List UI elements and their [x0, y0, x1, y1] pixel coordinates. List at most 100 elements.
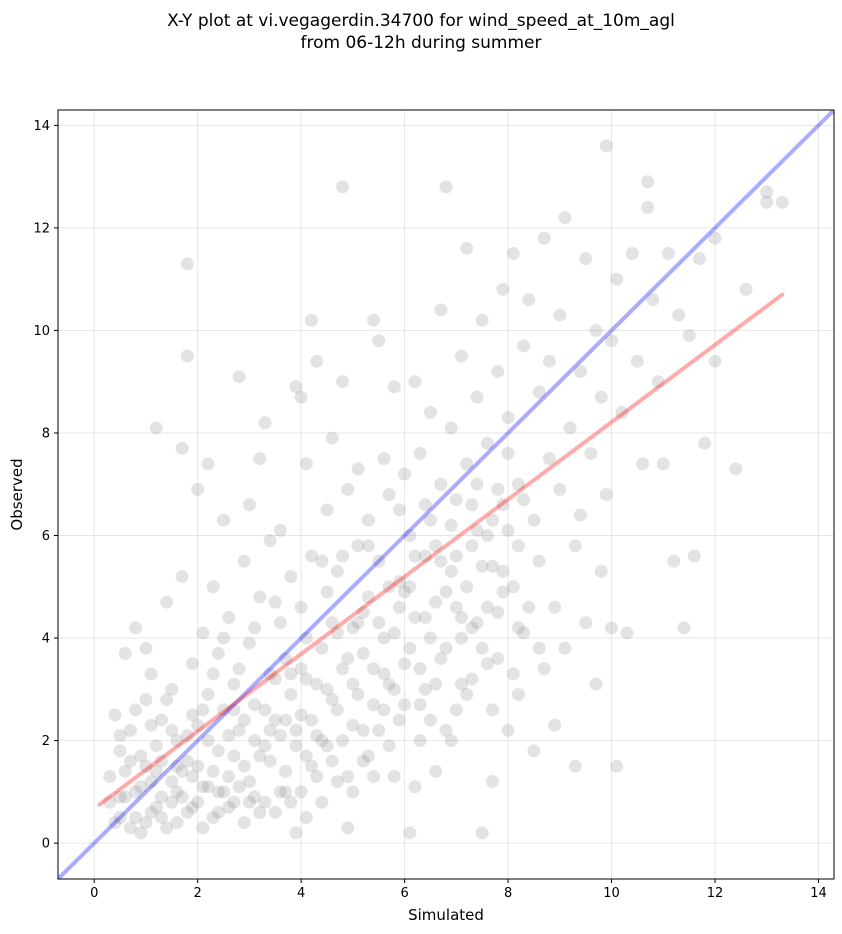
data-point — [346, 785, 360, 799]
data-point — [398, 585, 412, 599]
data-point — [227, 749, 241, 763]
data-point — [361, 513, 375, 527]
data-point — [403, 529, 417, 543]
data-point — [304, 759, 318, 773]
chart-subtitle: from 06-12h during summer — [300, 33, 542, 53]
data-point — [475, 313, 489, 327]
data-point — [175, 441, 189, 455]
data-point — [336, 180, 350, 194]
data-point — [599, 139, 613, 153]
data-point — [113, 790, 127, 804]
data-point — [180, 728, 194, 742]
data-point — [139, 759, 153, 773]
data-point — [336, 734, 350, 748]
data-point — [429, 539, 443, 553]
data-point — [180, 805, 194, 819]
data-point — [268, 805, 282, 819]
data-point — [455, 611, 469, 625]
x-tick-label: 4 — [297, 886, 305, 901]
data-point — [687, 549, 701, 563]
data-point — [620, 626, 634, 640]
data-point — [149, 739, 163, 753]
data-point — [775, 195, 789, 209]
data-point — [160, 693, 174, 707]
data-point — [258, 739, 272, 753]
data-point — [579, 616, 593, 630]
data-point — [336, 662, 350, 676]
data-point — [532, 385, 546, 399]
data-point — [356, 605, 370, 619]
x-tick-label: 12 — [707, 886, 724, 901]
data-point — [361, 749, 375, 763]
data-point — [237, 713, 251, 727]
data-point — [180, 257, 194, 271]
data-point — [341, 482, 355, 496]
data-point — [170, 816, 184, 830]
data-point — [372, 554, 386, 568]
data-point — [480, 529, 494, 543]
data-point — [268, 713, 282, 727]
data-point — [279, 764, 293, 778]
y-tick-label: 4 — [42, 632, 50, 647]
data-point — [201, 687, 215, 701]
data-point — [625, 247, 639, 261]
data-point — [413, 698, 427, 712]
data-point — [273, 523, 287, 537]
data-point — [382, 580, 396, 594]
data-point — [144, 775, 158, 789]
data-point — [589, 323, 603, 337]
data-point — [470, 390, 484, 404]
data-point — [258, 416, 272, 430]
data-point — [289, 723, 303, 737]
data-point — [470, 523, 484, 537]
data-point — [548, 718, 562, 732]
data-point — [460, 457, 474, 471]
data-point — [356, 646, 370, 660]
y-tick-label: 6 — [42, 529, 50, 544]
data-point — [558, 211, 572, 225]
data-point — [387, 380, 401, 394]
data-point — [439, 641, 453, 655]
data-point — [227, 677, 241, 691]
data-point — [522, 293, 536, 307]
data-point — [206, 580, 220, 594]
data-point — [279, 652, 293, 666]
data-point — [605, 621, 619, 635]
data-point — [320, 503, 334, 517]
data-point — [429, 595, 443, 609]
data-point — [284, 570, 298, 584]
data-point — [144, 718, 158, 732]
data-point — [387, 682, 401, 696]
data-point — [423, 713, 437, 727]
data-point — [449, 703, 463, 717]
data-point — [232, 780, 246, 794]
data-point — [160, 595, 174, 609]
data-point — [191, 482, 205, 496]
data-point — [403, 826, 417, 840]
data-point — [170, 734, 184, 748]
data-point — [304, 713, 318, 727]
grid-lines — [58, 110, 834, 879]
data-point — [279, 713, 293, 727]
data-point — [398, 698, 412, 712]
data-point — [465, 539, 479, 553]
data-point — [542, 354, 556, 368]
data-point — [273, 728, 287, 742]
data-point — [367, 698, 381, 712]
data-point — [403, 641, 417, 655]
data-point — [574, 508, 588, 522]
data-point — [527, 744, 541, 758]
data-point — [361, 539, 375, 553]
y-axis-label: Observed — [8, 458, 26, 530]
data-point — [398, 467, 412, 481]
y-tick-label: 12 — [33, 221, 50, 236]
data-point — [480, 600, 494, 614]
y-tick-label: 10 — [33, 324, 50, 339]
data-point — [636, 457, 650, 471]
data-point — [325, 754, 339, 768]
data-point — [377, 452, 391, 466]
data-point — [165, 682, 179, 696]
reference-lines — [58, 110, 834, 879]
data-point — [387, 769, 401, 783]
data-point — [475, 826, 489, 840]
